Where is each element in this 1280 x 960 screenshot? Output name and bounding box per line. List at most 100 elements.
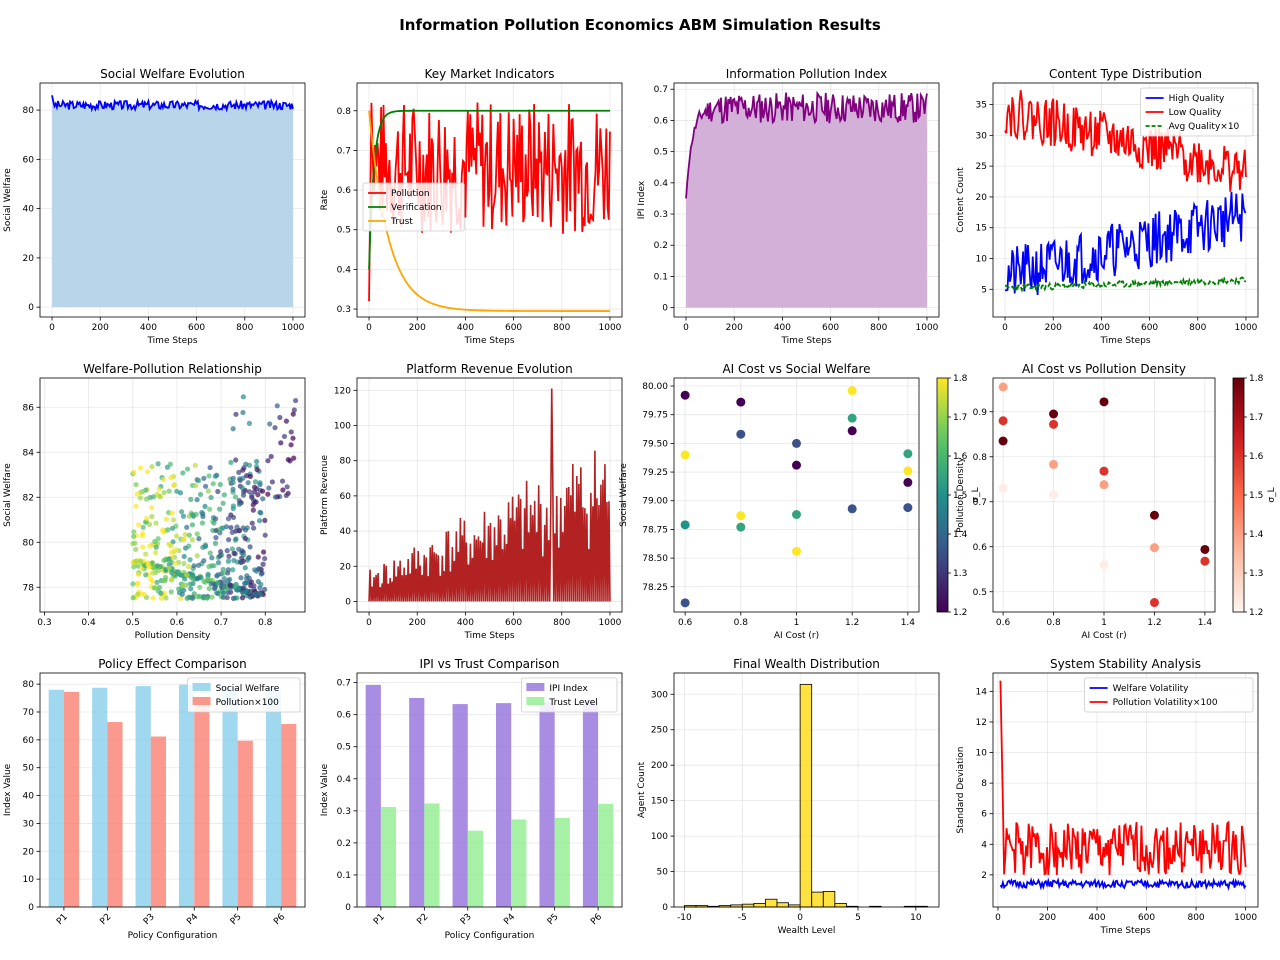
y-tick-label: 79.25 [642,468,668,478]
scatter-point [168,589,174,595]
colorbar-label: σ_L [971,487,981,502]
scatter-point [135,522,142,528]
scatter-point [226,553,232,559]
y-tick-label: 150 [651,797,668,807]
scatter-point [278,440,284,446]
x-tick-label: 1000 [1234,913,1257,923]
scatter-point [184,524,190,530]
scatter-point [283,418,290,424]
scatter-point [181,553,187,560]
scatter-point [168,543,174,549]
x-tick-label: 0.7 [214,618,228,628]
y-tick-label: 0.2 [654,241,668,251]
y-tick-label: 0.1 [337,871,351,881]
y-tick-label: 0 [28,903,34,913]
scatter-point [180,513,187,519]
scatter-point [198,575,204,581]
scatter-point [247,473,253,480]
bar [452,704,468,907]
scatter-point [197,491,204,498]
bar [424,803,440,907]
scatter-point [196,536,202,542]
series-line [685,90,928,199]
scatter-point [140,524,146,531]
axes-frame [356,82,623,318]
y-tick-label: 0.6 [337,711,352,721]
scatter-point [158,595,164,601]
y-tick-label: 50 [23,764,35,774]
scatter-point [178,509,185,515]
scatter-point [158,590,164,597]
scatter-point [240,475,246,481]
x-tick-label: 600 [822,323,839,333]
scatter-point [260,561,266,567]
scatter-point [221,570,227,576]
y-tick-label: 15 [976,224,987,234]
scatter-point [736,397,746,407]
series-line [368,109,610,270]
x-tick-label: 0.6 [678,618,693,628]
y-tick-label: 79.50 [642,439,668,449]
scatter-point [217,506,223,512]
y-tick-label: 0.7 [973,498,987,508]
scatter-point [189,512,196,518]
scatter-point [160,476,166,483]
y-tick-label: 79.75 [642,411,668,421]
scatter-point [281,433,288,440]
x-tick-label: 0.4 [81,618,96,628]
legend-box [187,677,301,713]
panel-policy: Policy Effect Comparison 0 10 20 30 40 50 60 70 8… [3,657,306,941]
scatter-point [206,473,212,479]
scatter-point [133,482,139,488]
y-tick-label: 40 [23,205,35,215]
scatter-point [242,535,248,542]
legend-label: Welfare Volatility [1113,684,1190,694]
x-tick-label: 200 [1039,913,1056,923]
series-line [1004,191,1247,296]
panel-title: AI Cost vs Social Welfare [722,362,870,376]
scatter-point [137,495,143,501]
scatter-point [178,595,184,601]
y-tick-label: 0.9 [973,408,988,418]
histogram-bar [799,683,813,908]
y-tick-label: 82 [23,493,34,503]
bar [194,697,210,907]
x-tick-label: 200 [92,323,109,333]
x-tick-label: 0.8 [258,618,273,628]
y-tick-label: 0.3 [337,807,351,817]
scatter-point [233,536,239,542]
y-tick-label: 86 [23,403,35,413]
x-tick-label: 0 [1002,323,1008,333]
scatter-point [254,458,260,465]
scatter-point [230,426,236,432]
scatter-point [240,409,246,416]
scatter-point [189,522,196,528]
scatter-point [221,492,227,498]
bar [409,698,425,907]
scatter-point [149,578,155,584]
legend-box [521,677,618,713]
scatter-point [134,491,140,497]
scatter-point [228,512,234,518]
scatter-point [255,554,261,560]
y-tick-label: 78.75 [642,525,668,535]
scatter-point [175,569,181,575]
x-tick-label: 800 [553,618,570,628]
scatter-point [266,485,272,491]
y-tick-label: 0.3 [654,210,668,220]
scatter-point [205,488,211,494]
scatter-point [228,525,234,531]
scatter-point [238,559,244,566]
scatter-point [291,407,297,413]
scatter-point [209,555,215,561]
scatter-point [229,529,235,535]
bar [582,700,599,907]
y-axis-label: Content Count [956,167,966,233]
area-fill [52,95,293,308]
scatter-point [186,532,192,538]
axes-frame [39,377,306,613]
scatter-point [206,577,212,583]
scatter-point [847,386,857,396]
scatter-point [133,546,139,552]
